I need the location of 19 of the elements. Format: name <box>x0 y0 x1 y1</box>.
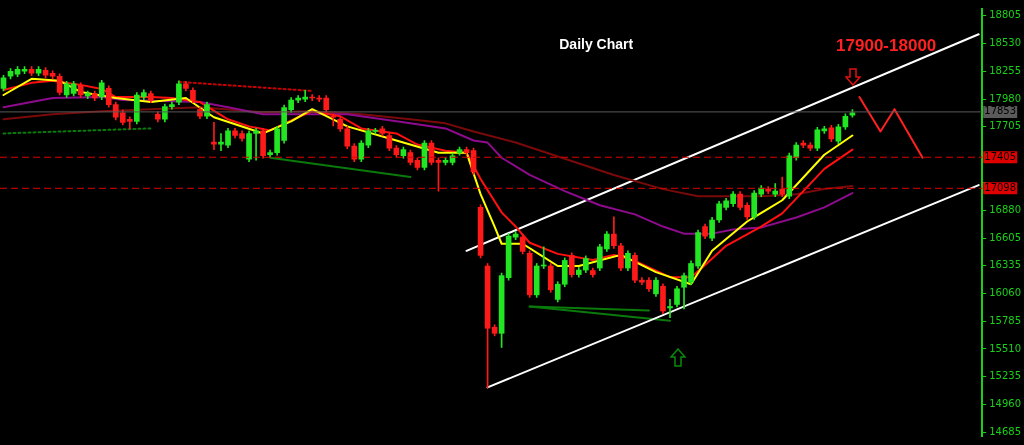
ref-line-label: 17098 <box>984 181 1017 193</box>
y-tick-label: 16605 <box>989 231 1021 243</box>
y-tick-label: 15235 <box>989 370 1021 382</box>
y-tick-label: 15785 <box>989 314 1021 326</box>
y-tick-label: 16060 <box>989 286 1021 298</box>
y-tick-label: 18805 <box>989 9 1021 21</box>
y-tick-label: 18530 <box>989 37 1021 48</box>
y-tick-label: 16335 <box>989 259 1021 271</box>
y-tick-label: 14685 <box>989 426 1021 438</box>
y-tick-label: 15510 <box>989 342 1021 354</box>
y-tick-label: 14960 <box>989 398 1021 410</box>
ref-line-label: 17405 <box>984 150 1017 162</box>
text: Daily Chart <box>559 35 634 52</box>
y-tick-label: 18255 <box>989 64 1021 76</box>
y-tick-label: 17705 <box>989 120 1021 132</box>
annotation: 17900-18000 <box>836 35 937 55</box>
y-tick-label: 17980 <box>989 92 1021 104</box>
ref-line-label: 17853 <box>984 105 1017 117</box>
y-tick-label: 16880 <box>989 203 1021 215</box>
